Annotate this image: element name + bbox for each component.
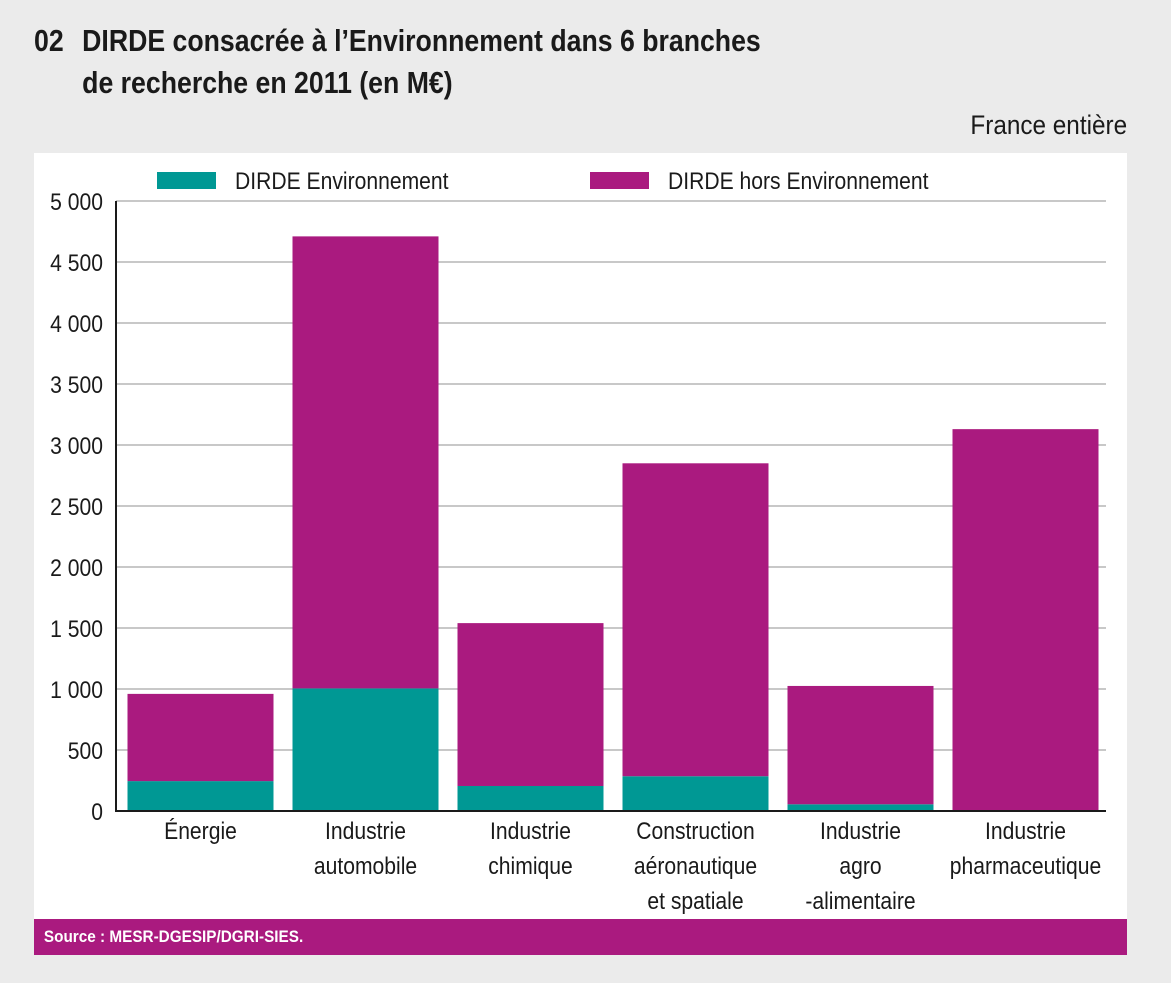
bar-segment-environnement [787, 804, 934, 811]
bar-segment-environnement [622, 776, 769, 811]
bars [127, 236, 1099, 811]
bar-segment-hors-environnement [622, 463, 769, 777]
figure-number: 02 [34, 23, 64, 58]
category-label: Énergie [164, 818, 237, 845]
y-tick-label: 2 500 [50, 494, 103, 521]
category-label: -alimentaire [805, 888, 915, 915]
chart-title: 02 DIRDE consacrée à l’Environnement dans… [34, 20, 761, 104]
category-labels: Énergie Industrie automobile Industrie chimi… [164, 818, 1101, 915]
scope-label: France entière [970, 110, 1127, 140]
y-tick-label: 0 [91, 799, 103, 826]
source-text: Source : MESR-DGESIP/DGRI-SIES. [43, 927, 304, 946]
legend-label: DIRDE Environnement [235, 168, 449, 195]
bar-segment-hors-environnement [457, 623, 604, 786]
category-label: Construction [636, 818, 755, 845]
y-tick-label: 3 500 [50, 372, 103, 399]
legend: DIRDE Environnement DIRDE hors Environnem… [157, 168, 929, 195]
source-bar: Source : MESR-DGESIP/DGRI-SIES. [34, 919, 1127, 955]
category-label: agro [839, 853, 881, 880]
legend-swatch-environnement [157, 172, 216, 189]
bar-segment-environnement [292, 688, 439, 811]
title-line-2: de recherche en 2011 (en M€) [82, 65, 453, 100]
bar-segment-hors-environnement [127, 693, 274, 782]
category-label: Industrie [985, 818, 1066, 845]
y-tick-label: 2 000 [50, 555, 103, 582]
y-tick-label: 3 000 [50, 433, 103, 460]
legend-swatch-hors-environnement [590, 172, 649, 189]
gridlines [116, 200, 1106, 751]
category-label: pharmaceutique [950, 853, 1101, 880]
category-label: chimique [488, 853, 572, 880]
y-tick-label: 4 000 [50, 311, 103, 338]
bar-segment-environnement [457, 785, 604, 811]
y-tick-label: 5 000 [50, 189, 103, 216]
category-label: Industrie [490, 818, 571, 845]
bar-segment-hors-environnement [292, 236, 439, 689]
category-label: Industrie [325, 818, 406, 845]
y-tick-label: 1 500 [50, 616, 103, 643]
y-axis-ticks: 0 500 1 000 1 500 2 000 2 500 3 000 3 500 4 000 4… [50, 189, 103, 826]
bar-segment-hors-environnement [787, 685, 934, 805]
category-label: Industrie [820, 818, 901, 845]
legend-label: DIRDE hors Environnement [668, 168, 929, 195]
category-label: automobile [314, 853, 417, 880]
y-tick-label: 500 [68, 738, 103, 765]
y-tick-label: 4 500 [50, 250, 103, 277]
bar-segment-environnement [127, 781, 274, 811]
category-label: et spatiale [647, 888, 743, 915]
axes [115, 201, 1106, 812]
title-line-1: DIRDE consacrée à l’Environnement dans 6… [82, 23, 761, 58]
bar-segment-hors-environnement [952, 429, 1099, 811]
category-label: aéronautique [634, 853, 757, 880]
y-tick-label: 1 000 [50, 677, 103, 704]
